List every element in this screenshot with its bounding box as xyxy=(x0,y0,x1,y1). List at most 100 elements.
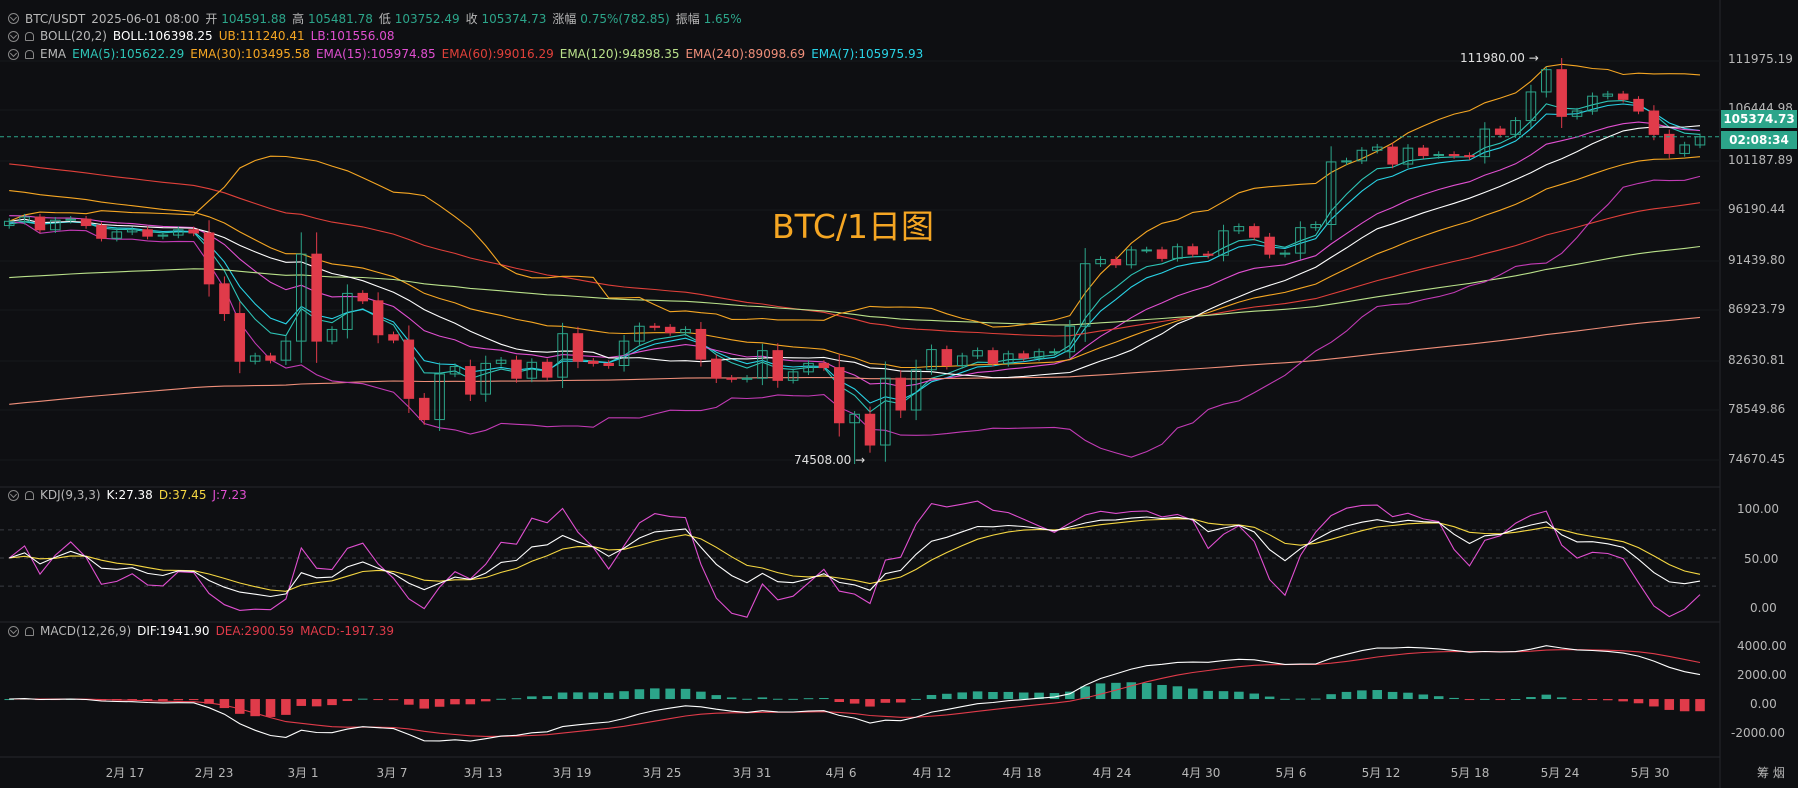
macd-histogram-bar xyxy=(480,699,491,702)
candle-body xyxy=(1556,69,1567,117)
low-label: 低 xyxy=(378,12,391,26)
candle-body xyxy=(1341,160,1352,163)
collapse-icon[interactable] xyxy=(8,13,19,24)
candle-body xyxy=(618,340,630,366)
candle-body xyxy=(1003,353,1014,364)
ema-240: EMA(240):89098.69 xyxy=(685,47,806,61)
candle-body xyxy=(695,328,707,360)
price-tick: 82630.81 xyxy=(1728,353,1786,367)
macd-histogram-bar xyxy=(711,695,722,700)
macd-histogram-bar xyxy=(1372,690,1382,700)
amplitude-label: 振幅 xyxy=(675,12,700,26)
price-tick: 91439.80 xyxy=(1728,253,1786,267)
candle-body xyxy=(311,253,322,342)
date-tick: 4月 18 xyxy=(1002,766,1042,780)
candle-body xyxy=(249,355,261,362)
macd-histogram-bar xyxy=(742,698,752,700)
candle-body xyxy=(1418,147,1429,157)
macd-histogram-bar xyxy=(1049,693,1060,700)
ohlc-header: BTC/USDT 2025-06-01 08:00 开 104591.88 高 … xyxy=(8,10,742,27)
candle-body xyxy=(941,349,953,366)
candle-body xyxy=(1172,246,1183,259)
collapse-icon[interactable] xyxy=(8,489,19,501)
macd-histogram-bar xyxy=(942,693,952,700)
candle-body xyxy=(157,234,169,237)
macd-histogram-bar xyxy=(988,692,998,700)
current-price-tag: 105374.73 xyxy=(1721,110,1797,128)
price-tick: 74670.45 xyxy=(1728,452,1786,466)
alert-bell-icon[interactable] xyxy=(25,31,34,41)
macd-dif: DIF:1941.90 xyxy=(137,624,210,638)
macd-histogram-bar xyxy=(142,699,153,701)
macd-histogram-bar xyxy=(1387,691,1398,700)
candle-body xyxy=(1126,249,1137,266)
collapse-icon[interactable] xyxy=(8,48,19,60)
macd-histogram-bar xyxy=(665,688,675,700)
macd-tick: 4000.00 xyxy=(1737,639,1787,653)
boll-mid: BOLL:106398.25 xyxy=(112,29,213,43)
macd-histogram-bar xyxy=(496,698,506,700)
candle-body xyxy=(1110,258,1122,266)
corner-tools[interactable]: 筹 烟 xyxy=(1757,766,1785,780)
datetime-label: 2025-06-01 08:00 xyxy=(91,11,200,26)
kdj-name: KDJ(9,3,3) xyxy=(40,488,101,502)
macd-histogram-bar xyxy=(1141,682,1152,700)
candle-body xyxy=(1095,258,1106,265)
alert-bell-icon[interactable] xyxy=(25,490,34,500)
candle-body xyxy=(741,377,753,380)
candle-body xyxy=(357,292,369,302)
alert-bell-icon[interactable] xyxy=(25,626,34,636)
macd-histogram-bar xyxy=(650,688,660,700)
candle-body xyxy=(1141,249,1152,252)
macd-dea: DEA:2900.59 xyxy=(215,624,295,638)
macd-histogram-bar xyxy=(1357,690,1367,700)
candle-body xyxy=(1617,93,1629,100)
macd-histogram-bar xyxy=(1249,693,1260,700)
alert-bell-icon[interactable] xyxy=(25,49,34,59)
kdj-header: KDJ(9,3,3) K:27.38 D:37.45 J:7.23 xyxy=(8,488,247,502)
high-annotation: 111980.00 → xyxy=(1460,51,1539,65)
date-tick: 3月 25 xyxy=(642,766,682,780)
candle-body xyxy=(833,367,845,424)
macd-histogram-bar xyxy=(235,699,245,714)
kdj-d-line xyxy=(9,518,1701,592)
macd-histogram-bar xyxy=(1234,691,1244,700)
macd-histogram-bar xyxy=(895,699,906,703)
macd-histogram-bar xyxy=(1649,699,1659,707)
candle-body xyxy=(956,355,968,366)
collapse-icon[interactable] xyxy=(8,625,19,637)
macd-histogram-bar xyxy=(773,698,783,700)
candle-body xyxy=(280,340,292,361)
macd-histogram-bar xyxy=(388,699,399,701)
candle-body xyxy=(772,350,784,381)
macd-histogram-bar xyxy=(1603,699,1613,701)
kdj-k-line xyxy=(9,516,1701,598)
macd-histogram-bar xyxy=(158,699,168,701)
candle-body xyxy=(1510,120,1521,135)
candle-body xyxy=(1356,149,1368,162)
high-value: 105481.78 xyxy=(308,12,373,26)
macd-histogram-bar xyxy=(1065,691,1075,700)
macd-histogram-bar xyxy=(1280,698,1290,700)
candle-body xyxy=(726,377,737,380)
ema-120-line xyxy=(9,245,1701,326)
collapse-icon[interactable] xyxy=(8,30,19,42)
amplitude-value: 1.65% xyxy=(703,12,742,26)
countdown-tag: 02:08:34 xyxy=(1721,131,1797,149)
candle-body xyxy=(203,232,215,285)
chart-watermark: BTC/1日图 xyxy=(772,207,935,246)
candle-body xyxy=(342,292,353,330)
candle-body xyxy=(541,361,553,378)
candle-body xyxy=(603,362,614,366)
candle-body xyxy=(1310,223,1322,229)
candle-body xyxy=(65,218,76,221)
macd-histogram-bar xyxy=(1003,691,1014,700)
candle-body xyxy=(1064,325,1076,353)
macd-histogram-bar xyxy=(1034,692,1044,700)
candle-body xyxy=(234,313,246,362)
macd-histogram-bar xyxy=(1541,694,1552,700)
price-tick: 101187.89 xyxy=(1728,153,1793,167)
macd-histogram-bar xyxy=(588,692,599,700)
macd-histogram-bar xyxy=(603,692,614,700)
